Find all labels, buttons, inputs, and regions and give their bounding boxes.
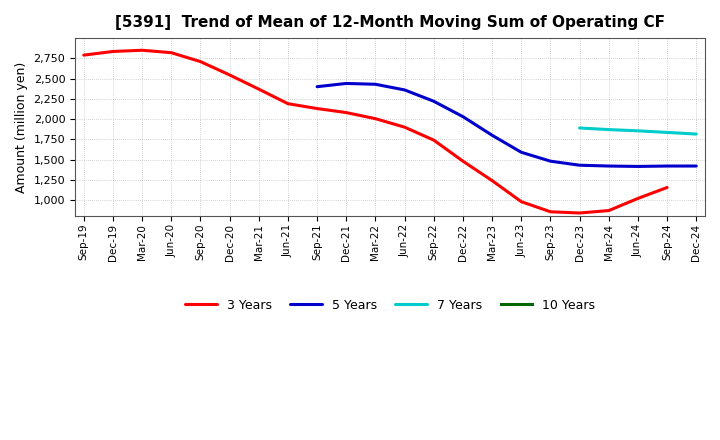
5 Years — [487, 132, 496, 138]
3 Years — [517, 199, 526, 204]
Title: [5391]  Trend of Mean of 12-Month Moving Sum of Operating CF: [5391] Trend of Mean of 12-Month Moving … — [115, 15, 665, 30]
3 Years — [254, 87, 263, 92]
3 Years — [487, 178, 496, 183]
5 Years — [546, 158, 554, 164]
5 Years — [634, 164, 642, 169]
5 Years — [342, 81, 351, 86]
Line: 3 Years: 3 Years — [84, 50, 667, 213]
3 Years — [225, 72, 234, 77]
3 Years — [284, 101, 292, 106]
Line: 7 Years: 7 Years — [580, 128, 696, 134]
3 Years — [342, 110, 351, 115]
3 Years — [663, 185, 672, 190]
3 Years — [546, 209, 554, 214]
5 Years — [459, 114, 467, 119]
5 Years — [312, 84, 321, 89]
7 Years — [575, 125, 584, 131]
3 Years — [400, 125, 409, 130]
3 Years — [167, 50, 176, 55]
3 Years — [79, 52, 88, 58]
3 Years — [604, 208, 613, 213]
3 Years — [312, 106, 321, 111]
3 Years — [371, 116, 379, 121]
7 Years — [663, 130, 672, 135]
5 Years — [663, 163, 672, 169]
3 Years — [109, 49, 117, 54]
3 Years — [634, 196, 642, 201]
5 Years — [400, 87, 409, 92]
5 Years — [371, 82, 379, 87]
3 Years — [429, 137, 438, 143]
5 Years — [575, 163, 584, 168]
7 Years — [634, 128, 642, 133]
3 Years — [138, 48, 146, 53]
3 Years — [575, 210, 584, 216]
5 Years — [429, 99, 438, 104]
5 Years — [604, 163, 613, 169]
7 Years — [604, 127, 613, 132]
Y-axis label: Amount (million yen): Amount (million yen) — [15, 62, 28, 193]
3 Years — [459, 158, 467, 164]
3 Years — [196, 59, 204, 64]
Line: 5 Years: 5 Years — [317, 84, 696, 166]
5 Years — [517, 150, 526, 155]
5 Years — [692, 163, 701, 169]
7 Years — [692, 132, 701, 137]
Legend: 3 Years, 5 Years, 7 Years, 10 Years: 3 Years, 5 Years, 7 Years, 10 Years — [180, 294, 600, 317]
